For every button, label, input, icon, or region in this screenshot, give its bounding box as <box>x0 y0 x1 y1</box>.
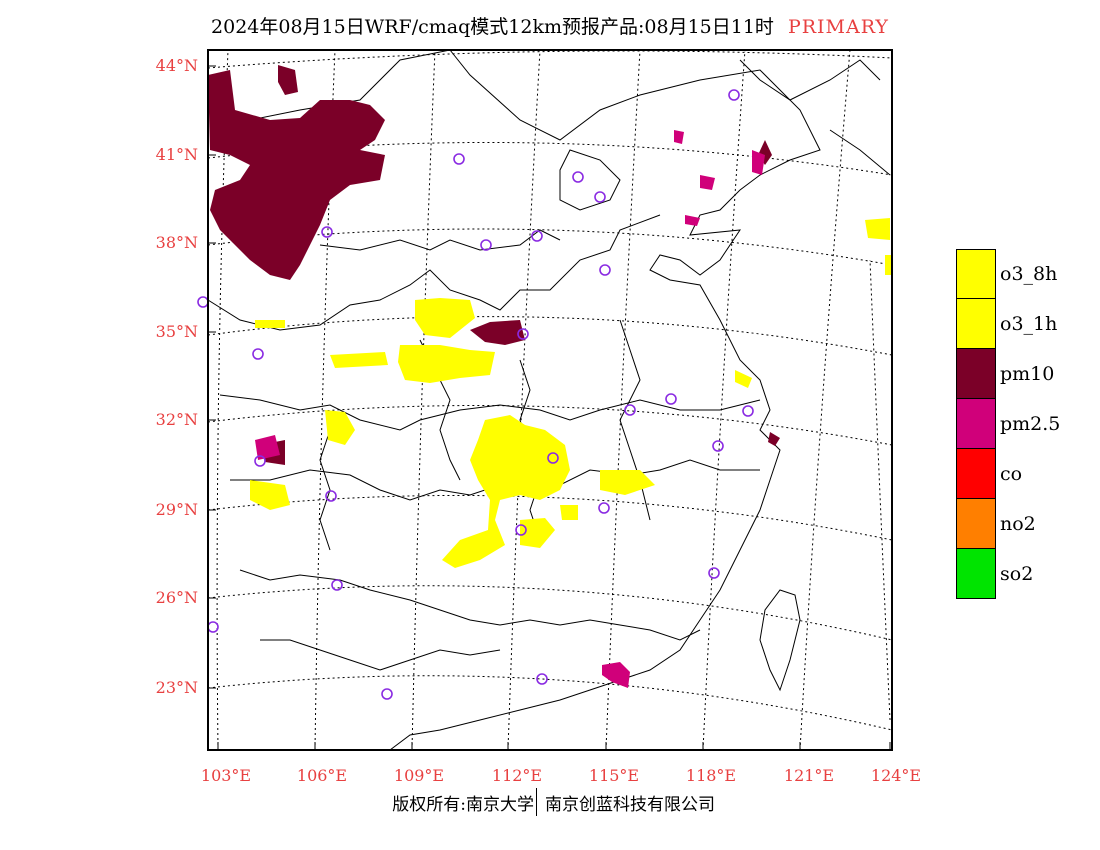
footer-copyright: 版权所有:南京大学 <box>392 795 534 815</box>
axis-ticks <box>208 65 891 750</box>
lon-label: 106°E <box>296 766 348 785</box>
legend-swatch <box>956 249 996 299</box>
lon-label: 109°E <box>393 766 445 785</box>
pm10-areas <box>208 65 780 465</box>
lat-label: 23°N <box>155 678 198 697</box>
legend-swatch <box>956 449 996 499</box>
legend-label: o3_8h <box>1000 263 1058 285</box>
lat-label: 44°N <box>155 56 198 75</box>
legend-label: o3_1h <box>1000 313 1058 335</box>
legend-swatch <box>956 349 996 399</box>
lat-label: 32°N <box>155 410 198 429</box>
pm25-areas <box>255 130 765 688</box>
station-markers <box>197 89 754 700</box>
legend-label: no2 <box>1000 513 1036 535</box>
legend-swatch <box>956 499 996 549</box>
lon-label: 112°E <box>491 766 543 785</box>
footer-divider <box>536 788 537 816</box>
lon-label: 118°E <box>685 766 737 785</box>
lat-label: 29°N <box>155 500 198 519</box>
title-main: 2024年08月15日WRF/cmaq模式12km预报产品:08月15日11时 <box>211 16 774 38</box>
legend-label: pm10 <box>1000 363 1055 385</box>
title-tag: PRIMARY <box>787 16 889 38</box>
footer-company: 南京创蓝科技有限公司 <box>545 795 715 815</box>
lat-label: 41°N <box>155 145 198 164</box>
map-title: 2024年08月15日WRF/cmaq模式12km预报产品:08月15日11时 P… <box>0 12 1100 39</box>
boundaries <box>207 49 891 751</box>
map-frame <box>207 49 893 751</box>
legend-label: so2 <box>1000 563 1034 585</box>
lat-label: 35°N <box>155 322 198 341</box>
legend-swatch <box>956 299 996 349</box>
legend-label: pm2.5 <box>1000 413 1061 435</box>
legend-swatch <box>956 549 996 599</box>
o3-areas <box>250 218 892 568</box>
lon-label: 124°E <box>870 766 922 785</box>
lon-label: 103°E <box>200 766 252 785</box>
lon-label: 115°E <box>588 766 640 785</box>
lat-label: 26°N <box>155 588 198 607</box>
legend-label: co <box>1000 463 1023 485</box>
lat-label: 38°N <box>155 233 198 252</box>
lon-label: 121°E <box>783 766 835 785</box>
legend-swatch <box>956 399 996 449</box>
